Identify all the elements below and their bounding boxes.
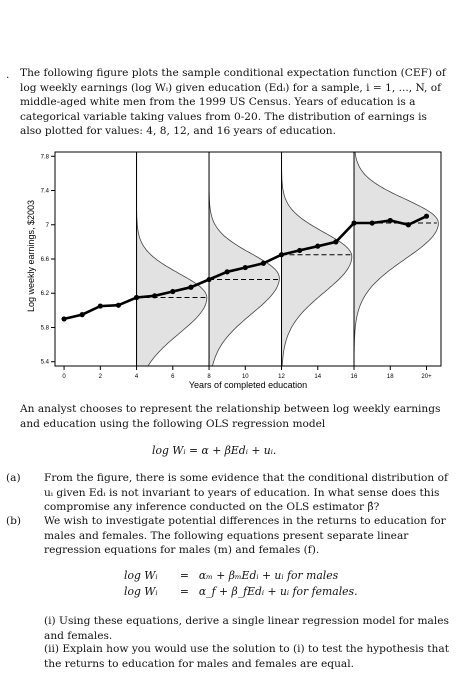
density-8 bbox=[208, 151, 280, 367]
x-tick-label: 10 bbox=[242, 374, 249, 380]
sub-question-ii: (ii) Explain how you would use the solut… bbox=[44, 643, 449, 670]
x-tick-label: 2 bbox=[99, 374, 103, 380]
part-a-label: (a) bbox=[6, 472, 21, 484]
density-4 bbox=[136, 151, 208, 367]
x-tick-label: 4 bbox=[135, 374, 139, 380]
equation-males: log Wᵢ = αₘ + βₘEdᵢ + uᵢ for males bbox=[124, 568, 358, 584]
density-12 bbox=[281, 151, 353, 367]
part-a-text: From the figure, there is some evidence … bbox=[44, 472, 448, 514]
x-tick-label: 20+ bbox=[421, 374, 432, 380]
cef-point bbox=[315, 243, 321, 249]
part-b-text: We wish to investigate potential differe… bbox=[44, 515, 446, 557]
regression-equations: log Wᵢ = αₘ + βₘEdᵢ + uᵢ for males log W… bbox=[124, 568, 358, 600]
cef-point bbox=[260, 260, 267, 266]
density-16 bbox=[353, 151, 439, 367]
y-tick-label: 7.8 bbox=[41, 154, 50, 160]
cef-chart: 0 2 4 6 8 10 12 14 16 18 20+ 5.4 5.8 6.2 6.6 7 7.4 7.8 Ye… bbox=[26, 151, 442, 390]
y-tick-label: 6.6 bbox=[41, 257, 50, 263]
equation-females: log Wᵢ = α_f + β_fEdᵢ + uᵢ for females. bbox=[124, 584, 358, 600]
x-tick-label: 8 bbox=[207, 374, 211, 380]
eq-rhs: αₘ + βₘEdᵢ + uᵢ for males bbox=[198, 569, 339, 582]
cef-point bbox=[206, 276, 212, 283]
cef-point bbox=[423, 213, 430, 219]
x-tick-label: 14 bbox=[314, 374, 321, 380]
axes-layer: 0 2 4 6 8 10 12 14 16 18 20+ 5.4 5.8 6.2 6.6 7 7.4 7.8 bbox=[41, 151, 442, 380]
x-tick-label: 12 bbox=[278, 374, 285, 380]
y-tick-label: 5.8 bbox=[41, 325, 50, 331]
y-tick-label: 5.4 bbox=[41, 360, 50, 366]
cef-point bbox=[297, 247, 303, 254]
cef-point bbox=[170, 288, 176, 295]
eq-op: = bbox=[179, 585, 189, 598]
cef-point bbox=[115, 302, 122, 308]
sub-question-i: (i) Using these equations, derive a sing… bbox=[44, 615, 449, 642]
eq-lhs: log Wᵢ bbox=[124, 585, 158, 598]
cef-point bbox=[405, 222, 411, 228]
cef-point bbox=[369, 220, 375, 226]
y-tick-label: 6.2 bbox=[41, 291, 50, 297]
cef-line-layer bbox=[61, 213, 430, 322]
eq-lhs: log Wᵢ bbox=[124, 569, 158, 582]
cef-point bbox=[278, 252, 285, 258]
eq-rhs: α_f + β_fEdᵢ + uᵢ for females. bbox=[198, 585, 358, 598]
y-axis-label: Log weekly earnings, $2003 bbox=[26, 200, 36, 312]
x-axis-label: Years of completed education bbox=[189, 380, 307, 390]
x-tick-label: 0 bbox=[62, 374, 66, 380]
x-tick-label: 6 bbox=[171, 374, 175, 380]
cef-point bbox=[387, 217, 393, 224]
analyst-paragraph: An analyst chooses to represent the rela… bbox=[20, 403, 441, 430]
question-number: . bbox=[6, 69, 10, 81]
y-tick-label: 7.4 bbox=[41, 189, 50, 195]
y-tick-label: 7 bbox=[46, 223, 50, 229]
x-tick-label: 18 bbox=[387, 374, 394, 380]
cef-point bbox=[188, 284, 194, 290]
cef-point bbox=[351, 220, 357, 226]
cef-point bbox=[61, 316, 67, 322]
eq-op: = bbox=[179, 569, 189, 582]
intro-paragraph: The following figure plots the sample co… bbox=[20, 67, 446, 138]
density-layer bbox=[136, 151, 439, 367]
part-b-label: (b) bbox=[6, 515, 22, 527]
cef-point bbox=[97, 303, 103, 309]
cef-point bbox=[242, 264, 248, 271]
x-tick-label: 16 bbox=[351, 374, 358, 380]
cef-point bbox=[133, 294, 140, 301]
cef-point bbox=[333, 239, 339, 245]
model-equation: log Wᵢ = α + βEdᵢ + uᵢ. bbox=[152, 444, 277, 457]
cef-point bbox=[152, 293, 158, 299]
cef-point bbox=[79, 312, 85, 318]
cef-point bbox=[224, 269, 230, 275]
